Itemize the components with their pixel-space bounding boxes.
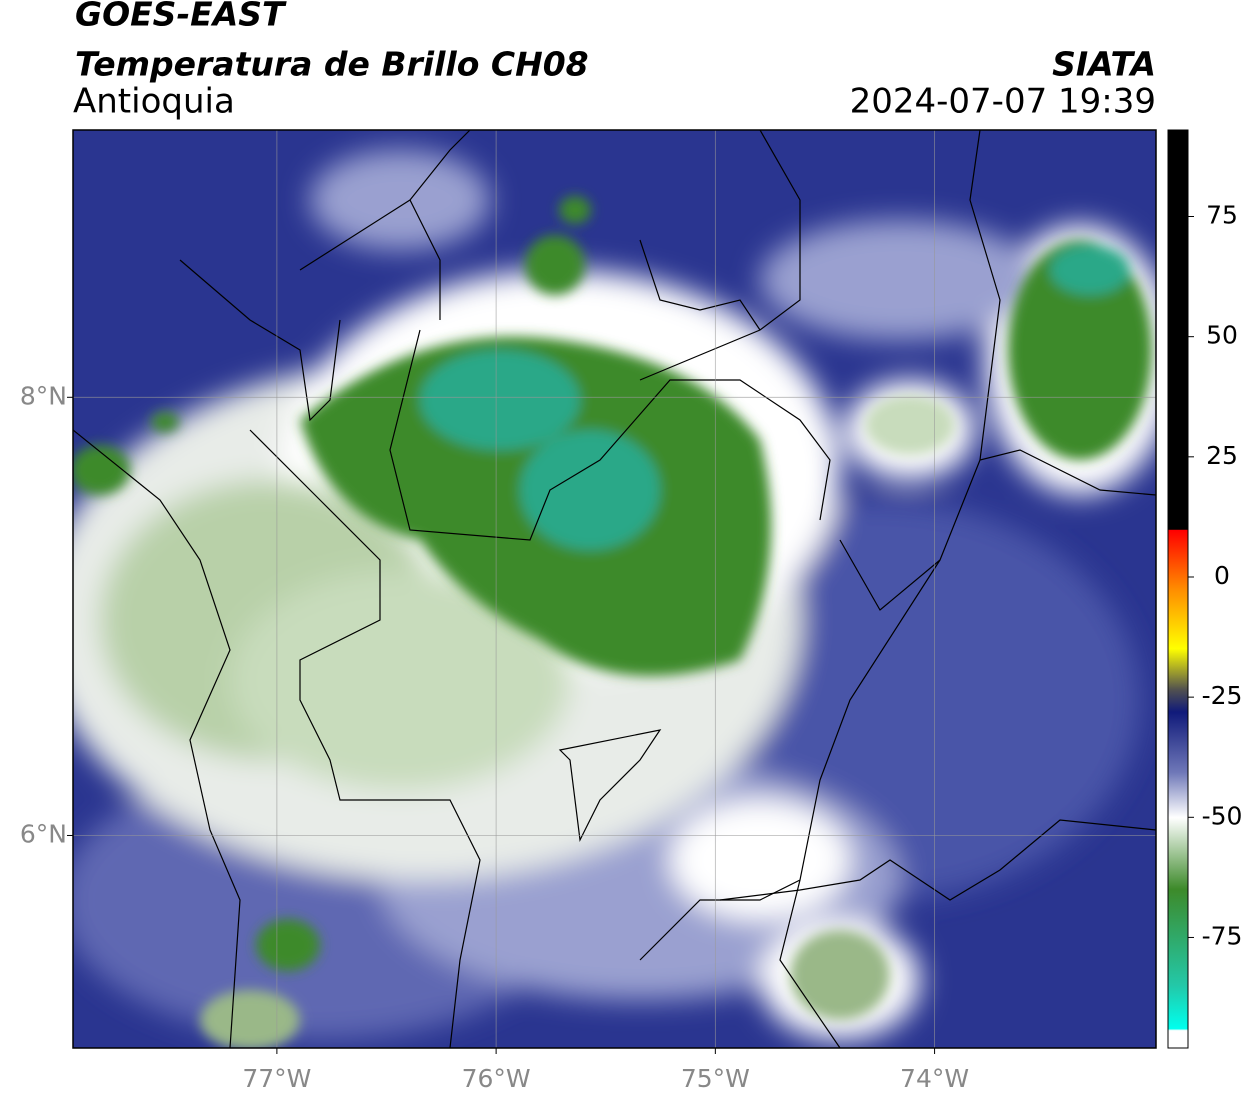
- colorbar-tick-label: 50: [1206, 321, 1238, 350]
- x-tick-label: 77°W: [242, 1064, 311, 1093]
- x-tick-label: 75°W: [681, 1064, 750, 1093]
- source: SIATA: [1052, 45, 1156, 84]
- colorbar: [1167, 129, 1189, 1049]
- colorbar-tick-label: 75: [1206, 201, 1238, 230]
- colorbar-tick-label: -25: [1202, 681, 1243, 710]
- y-tick-label: 6°N: [20, 819, 67, 848]
- datetime: 2024-07-07 19:39: [850, 82, 1156, 122]
- map-frame: [72, 129, 1157, 1049]
- x-tick-label: 76°W: [462, 1064, 531, 1093]
- x-tick-label: 74°W: [900, 1064, 969, 1093]
- subtitle: Temperatura de Brillo CH08: [75, 45, 589, 84]
- title: GOES-EAST: [75, 0, 287, 34]
- colorbar-tick-label: -50: [1202, 801, 1243, 830]
- colorbar-tick-label: 25: [1206, 441, 1238, 470]
- colorbar-tick-label: -75: [1202, 921, 1243, 950]
- y-tick-label: 8°N: [20, 381, 67, 410]
- grid: [73, 130, 1156, 1048]
- region: Antioquia: [73, 82, 235, 122]
- borders: [73, 130, 1156, 1048]
- colorbar-tick-label: 0: [1214, 561, 1230, 590]
- satellite-image: [73, 130, 1156, 1048]
